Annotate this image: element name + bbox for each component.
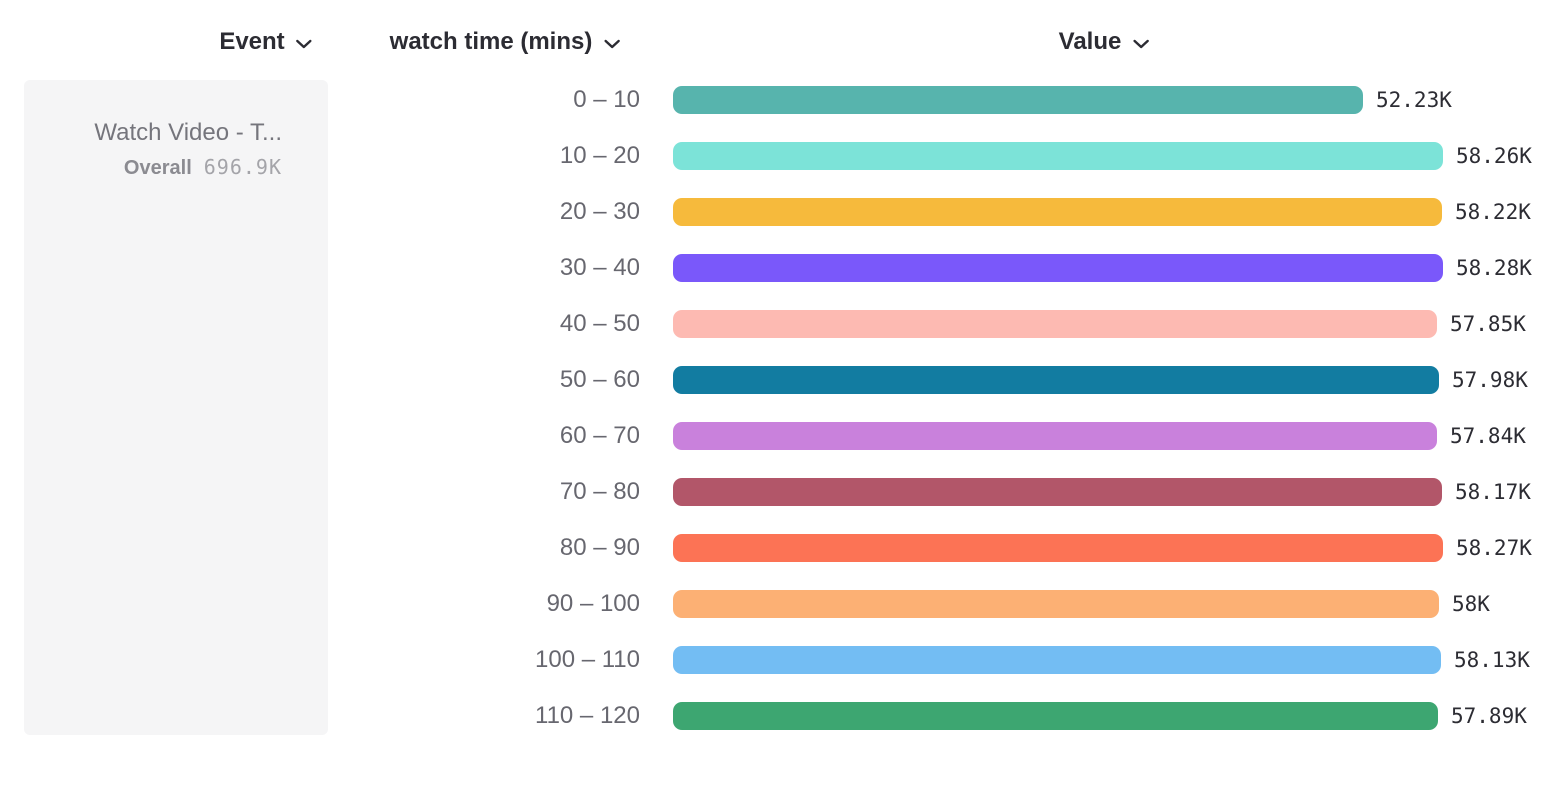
- bar-value-label: 57.85K: [1450, 312, 1526, 336]
- bar[interactable]: [673, 86, 1363, 114]
- bucket-label: 60 – 70: [559, 422, 640, 449]
- event-column-header[interactable]: Event: [219, 28, 312, 56]
- bar-value-label: 58.26K: [1456, 144, 1532, 168]
- bar-value-label: 58.27K: [1456, 536, 1532, 560]
- bar-value-label: 52.23K: [1376, 88, 1452, 112]
- bucket-label: 0 – 10: [573, 86, 640, 113]
- bar-value-label: 58.28K: [1456, 256, 1532, 280]
- bucket-label: 30 – 40: [559, 254, 640, 281]
- bar-row: 40 – 50 57.85K: [0, 296, 1568, 352]
- bar-row: 110 – 120 57.89K: [0, 688, 1568, 744]
- bar-value-label: 57.89K: [1451, 704, 1527, 728]
- bar-row: 20 – 30 58.22K: [0, 184, 1568, 240]
- bucket-label: 100 – 110: [535, 646, 640, 673]
- bar[interactable]: [673, 646, 1441, 674]
- bar-row: 70 – 80 58.17K: [0, 464, 1568, 520]
- bar-value-label: 58.17K: [1455, 480, 1531, 504]
- bar[interactable]: [673, 310, 1437, 338]
- overall-label: Overall: [123, 157, 192, 179]
- bar[interactable]: [673, 366, 1439, 394]
- bar-row: 0 – 10 52.23K: [0, 72, 1568, 128]
- overall-value: 696.9K: [203, 155, 282, 179]
- chevron-down-icon: [603, 36, 620, 49]
- bar-value-label: 57.84K: [1450, 424, 1526, 448]
- bar-row: 10 – 20 58.26K: [0, 128, 1568, 184]
- bar[interactable]: [673, 198, 1442, 226]
- chevron-down-icon: [1132, 36, 1149, 49]
- bar-row: 100 – 110 58.13K: [0, 632, 1568, 688]
- event-overall-row: Overall 696.9K: [24, 155, 282, 180]
- event-title: Watch Video - T...: [94, 119, 282, 146]
- bar[interactable]: [673, 534, 1443, 562]
- breakdown-column-header[interactable]: watch time (mins): [390, 28, 621, 56]
- bar[interactable]: [673, 590, 1439, 618]
- bar-value-label: 58.13K: [1454, 648, 1530, 672]
- bar[interactable]: [673, 254, 1443, 282]
- bar-row: 80 – 90 58.27K: [0, 520, 1568, 576]
- bar-value-label: 58.22K: [1455, 200, 1531, 224]
- bucket-label: 40 – 50: [559, 310, 640, 337]
- bar[interactable]: [673, 422, 1437, 450]
- bucket-label: 50 – 60: [559, 366, 640, 393]
- bucket-label: 70 – 80: [559, 478, 640, 505]
- event-column-label: Event: [219, 28, 285, 55]
- bar-row: 30 – 40 58.28K: [0, 240, 1568, 296]
- bar[interactable]: [673, 478, 1442, 506]
- bar-row: 90 – 100 58K: [0, 576, 1568, 632]
- bucket-label: 90 – 100: [546, 590, 640, 617]
- bucket-label: 110 – 120: [535, 702, 640, 729]
- breakdown-column-label: watch time (mins): [389, 28, 593, 55]
- bucket-label: 10 – 20: [559, 142, 640, 169]
- bar-value-label: 58K: [1452, 592, 1490, 616]
- bar-chart: 0 – 10 52.23K 10 – 20 58.26K 20 – 30 58.…: [0, 72, 1568, 744]
- bucket-label: 20 – 30: [559, 198, 640, 225]
- bucket-label: 80 – 90: [559, 534, 640, 561]
- event-card[interactable]: Watch Video - T... Overall 696.9K: [24, 80, 328, 735]
- bar[interactable]: [673, 702, 1438, 730]
- value-column-header[interactable]: Value: [1059, 28, 1150, 56]
- bar-value-label: 57.98K: [1452, 368, 1528, 392]
- bar[interactable]: [673, 142, 1443, 170]
- bar-row: 50 – 60 57.98K: [0, 352, 1568, 408]
- value-column-label: Value: [1058, 28, 1122, 55]
- bar-row: 60 – 70 57.84K: [0, 408, 1568, 464]
- chevron-down-icon: [296, 36, 313, 49]
